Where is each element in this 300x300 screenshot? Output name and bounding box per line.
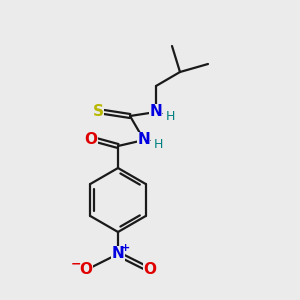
Text: S: S xyxy=(92,104,104,119)
Text: −: − xyxy=(71,257,81,271)
Text: H: H xyxy=(165,110,175,124)
Text: ·: · xyxy=(161,109,164,119)
Text: O: O xyxy=(80,262,92,278)
Text: ·: · xyxy=(149,136,152,146)
Text: N: N xyxy=(112,247,124,262)
Text: +: + xyxy=(120,243,130,253)
Text: H: H xyxy=(153,137,163,151)
Text: N: N xyxy=(150,104,162,119)
Text: O: O xyxy=(143,262,157,278)
Text: N: N xyxy=(138,133,150,148)
Text: O: O xyxy=(85,133,98,148)
